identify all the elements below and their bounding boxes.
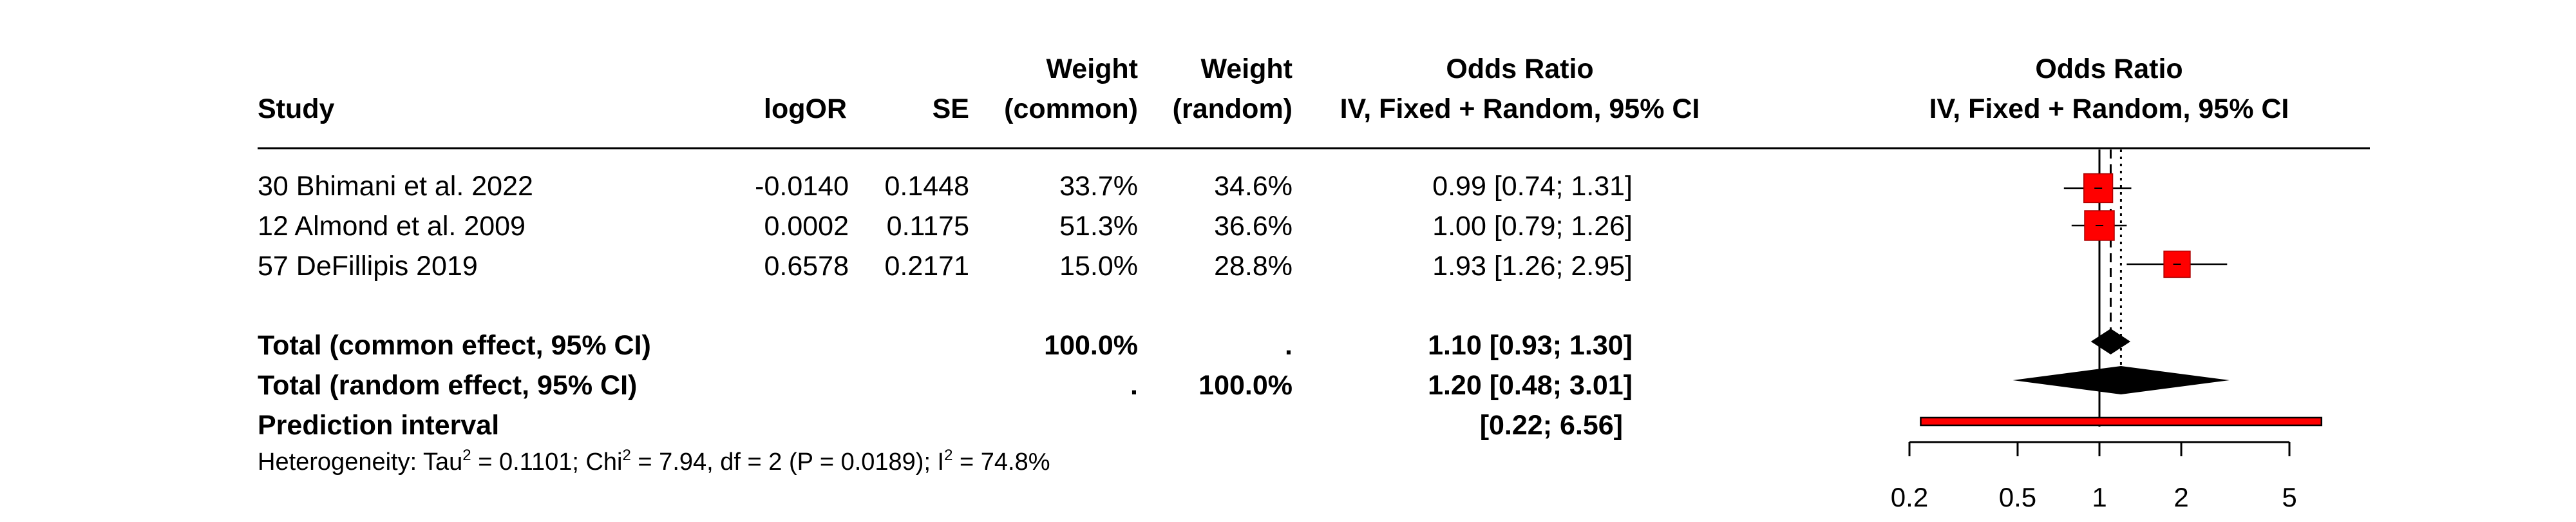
study-weight-common: 15.0% <box>1059 251 1138 282</box>
study-ci: 1.00 [0.79; 1.26] <box>1432 211 1633 242</box>
header-or-line1: Odds Ratio <box>1446 53 1594 84</box>
header-logor: logOR <box>764 93 847 124</box>
study-se: 0.1175 <box>886 211 969 242</box>
header-study: Study <box>258 93 335 124</box>
study-logor: 0.0002 <box>764 211 849 242</box>
random-effect-diamond <box>2012 366 2230 394</box>
total-common-weight-random: . <box>1285 330 1293 361</box>
total-common-weight-common: 100.0% <box>1044 330 1138 361</box>
total-random-ci: 1.20 [0.48; 3.01] <box>1428 370 1633 401</box>
study-ci: 1.93 [1.26; 2.95] <box>1432 251 1633 282</box>
total-random-weight-random: 100.0% <box>1198 370 1293 401</box>
study-weight-random: 28.8% <box>1214 251 1293 282</box>
study-weight-random: 36.6% <box>1214 211 1293 242</box>
study-weight-common: 33.7% <box>1059 171 1138 202</box>
total-common-ci: 1.10 [0.93; 1.30] <box>1428 330 1633 361</box>
study-se: 0.1448 <box>884 171 969 202</box>
study-ci: 0.99 [0.74; 1.31] <box>1432 171 1633 202</box>
x-tick-label: 2 <box>2174 482 2188 512</box>
study-weight-common: 51.3% <box>1059 211 1138 242</box>
header-weight-common-line2: (common) <box>1004 93 1138 124</box>
study-se: 0.2171 <box>884 251 969 282</box>
header-plot-line1: Odds Ratio <box>2035 53 2183 84</box>
heterogeneity-text: Heterogeneity: Tau2 = 0.1101; Chi2 = 7.9… <box>258 447 1050 476</box>
common-effect-diamond <box>2090 329 2131 354</box>
study-logor: -0.0140 <box>755 171 849 202</box>
header-weight-random-line1: Weight <box>1200 53 1293 84</box>
x-tick-label: 5 <box>2282 482 2297 512</box>
header-weight-common-line1: Weight <box>1046 53 1138 84</box>
total-random-label: Total (random effect, 95% CI) <box>258 370 638 401</box>
study-name: 30 Bhimani et al. 2022 <box>258 171 533 202</box>
prediction-ci: [0.22; 6.56] <box>1479 410 1623 441</box>
prediction-label: Prediction interval <box>258 410 500 441</box>
study-weight-random: 34.6% <box>1214 171 1293 202</box>
header-or-line2: IV, Fixed + Random, 95% CI <box>1340 93 1700 124</box>
x-tick-label: 1 <box>2092 482 2107 512</box>
study-logor: 0.6578 <box>764 251 849 282</box>
study-name: 57 DeFillipis 2019 <box>258 251 478 282</box>
header-se: SE <box>932 93 969 124</box>
header-weight-random-line2: (random) <box>1172 93 1293 124</box>
total-random-weight-common: . <box>1130 370 1138 401</box>
study-name: 12 Almond et al. 2009 <box>258 211 526 242</box>
x-tick-label: 0.5 <box>1999 482 2036 512</box>
x-tick-label: 0.2 <box>1891 482 1928 512</box>
prediction-interval-bar <box>1920 416 2323 427</box>
total-common-label: Total (common effect, 95% CI) <box>258 330 651 361</box>
header-plot-line2: IV, Fixed + Random, 95% CI <box>1929 93 2289 124</box>
